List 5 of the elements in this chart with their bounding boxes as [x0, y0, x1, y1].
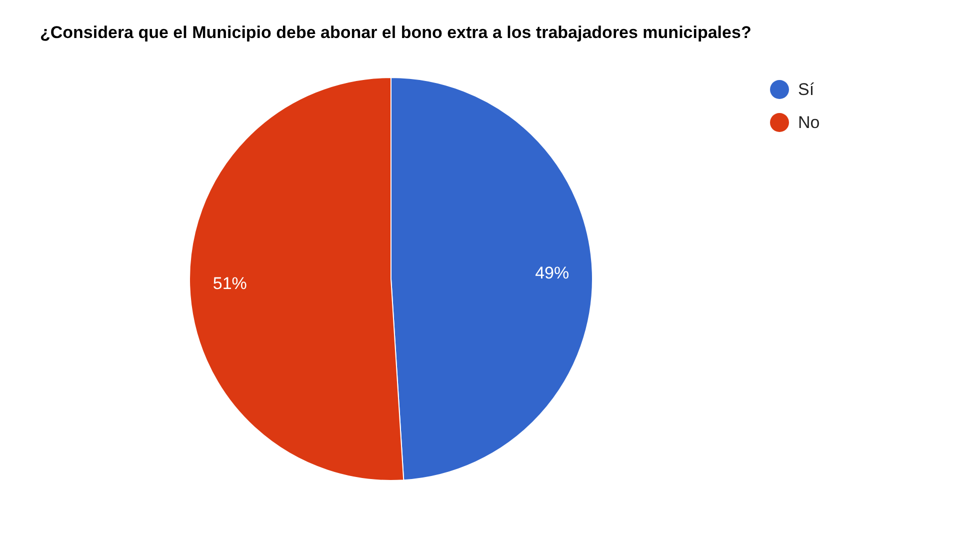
data-label: 49% [535, 264, 570, 283]
legend-label: No [798, 112, 820, 132]
chart-title: ¿Considera que el Municipio debe abonar el bono extra a los trabajadores municipales? [40, 23, 752, 43]
data-label: 51% [212, 274, 247, 293]
legend-label: Sí [798, 80, 814, 100]
